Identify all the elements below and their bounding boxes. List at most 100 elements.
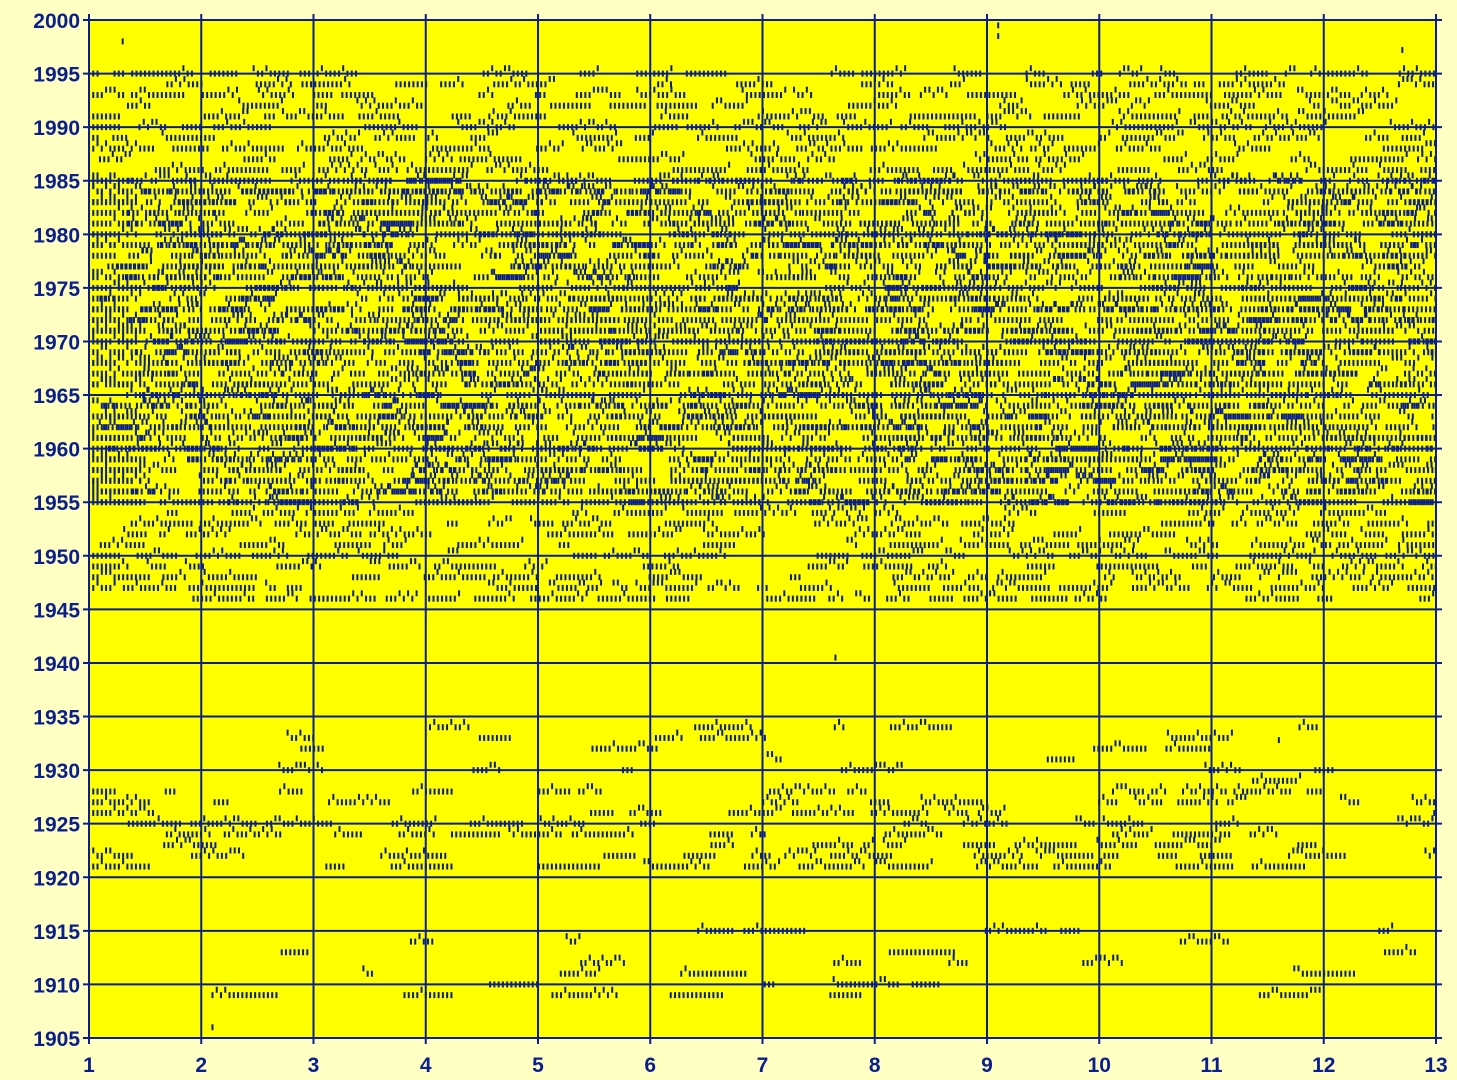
data-point <box>812 584 815 591</box>
data-point <box>218 595 221 602</box>
data-point <box>1174 370 1177 377</box>
data-point <box>1081 542 1084 549</box>
data-point <box>135 579 138 586</box>
data-point <box>612 359 615 366</box>
data-point <box>368 509 371 516</box>
data-point <box>444 317 447 324</box>
data-point <box>261 434 264 441</box>
data-point <box>474 574 477 581</box>
data-point <box>1338 515 1341 522</box>
data-point <box>542 520 545 527</box>
data-point <box>470 450 473 457</box>
data-point <box>1164 531 1167 538</box>
data-point <box>1063 349 1066 356</box>
data-point <box>525 381 528 388</box>
data-point <box>1346 542 1349 549</box>
data-point <box>1363 563 1366 570</box>
data-point <box>787 333 790 340</box>
data-point <box>376 488 379 495</box>
data-point <box>1325 595 1328 602</box>
data-point <box>1192 306 1195 313</box>
data-point <box>1419 547 1422 554</box>
data-point <box>1145 370 1148 377</box>
data-point <box>539 327 542 334</box>
data-point <box>923 349 926 356</box>
data-point <box>436 295 439 302</box>
data-point <box>1170 584 1173 591</box>
data-point <box>528 558 531 565</box>
data-point <box>468 370 471 377</box>
data-point <box>148 397 151 404</box>
data-point <box>157 322 160 329</box>
data-point <box>765 584 768 591</box>
data-point <box>1228 579 1231 586</box>
data-point <box>740 456 743 463</box>
data-point <box>967 397 970 404</box>
data-point <box>198 526 201 532</box>
data-point <box>595 354 598 361</box>
data-point <box>231 424 234 431</box>
data-point <box>225 520 228 527</box>
data-point <box>909 531 912 538</box>
data-point <box>440 295 443 302</box>
data-point <box>682 584 685 591</box>
data-point <box>1206 584 1209 591</box>
data-point <box>248 333 251 340</box>
data-point <box>313 317 316 324</box>
data-point <box>1398 317 1401 324</box>
data-point <box>686 584 689 591</box>
data-point <box>1369 531 1372 538</box>
data-point <box>1119 542 1122 549</box>
data-point <box>1147 477 1150 484</box>
data-point <box>710 349 713 356</box>
data-point <box>531 365 534 372</box>
data-point <box>205 595 208 602</box>
data-point <box>332 306 335 313</box>
data-point <box>1215 456 1218 463</box>
data-point <box>483 574 486 581</box>
data-point <box>147 520 150 527</box>
data-point <box>450 349 453 356</box>
data-point <box>489 563 492 570</box>
data-point <box>138 542 141 549</box>
data-point <box>1259 322 1262 329</box>
data-point <box>914 531 917 538</box>
data-point <box>170 574 173 581</box>
data-point <box>300 311 303 318</box>
data-point <box>495 595 498 602</box>
data-point <box>1334 317 1337 324</box>
data-point <box>479 343 482 350</box>
data-point <box>1341 574 1344 581</box>
data-point <box>703 542 706 549</box>
data-point <box>1228 381 1231 388</box>
data-point <box>1290 520 1293 527</box>
data-point <box>1332 375 1335 382</box>
data-point <box>234 413 237 420</box>
data-point <box>1097 317 1100 324</box>
data-point <box>328 300 331 307</box>
data-point <box>1178 520 1181 527</box>
data-point <box>468 563 471 570</box>
data-point <box>1293 349 1296 356</box>
data-point <box>976 568 979 575</box>
data-point <box>1186 467 1189 474</box>
data-point <box>1044 381 1047 388</box>
data-point <box>715 493 718 500</box>
data-point <box>423 467 426 474</box>
data-point <box>683 408 686 415</box>
data-point <box>276 327 279 334</box>
data-point <box>134 429 137 436</box>
data-point <box>243 408 246 415</box>
data-point <box>1380 477 1383 484</box>
data-point <box>735 327 738 334</box>
data-point <box>921 306 924 313</box>
data-point <box>561 413 564 420</box>
data-point <box>763 317 766 324</box>
data-point <box>712 483 715 490</box>
data-point <box>636 434 639 441</box>
data-point <box>149 488 152 495</box>
data-point <box>1279 584 1282 591</box>
data-point <box>758 467 761 474</box>
data-point <box>179 327 182 334</box>
data-point <box>679 488 682 495</box>
